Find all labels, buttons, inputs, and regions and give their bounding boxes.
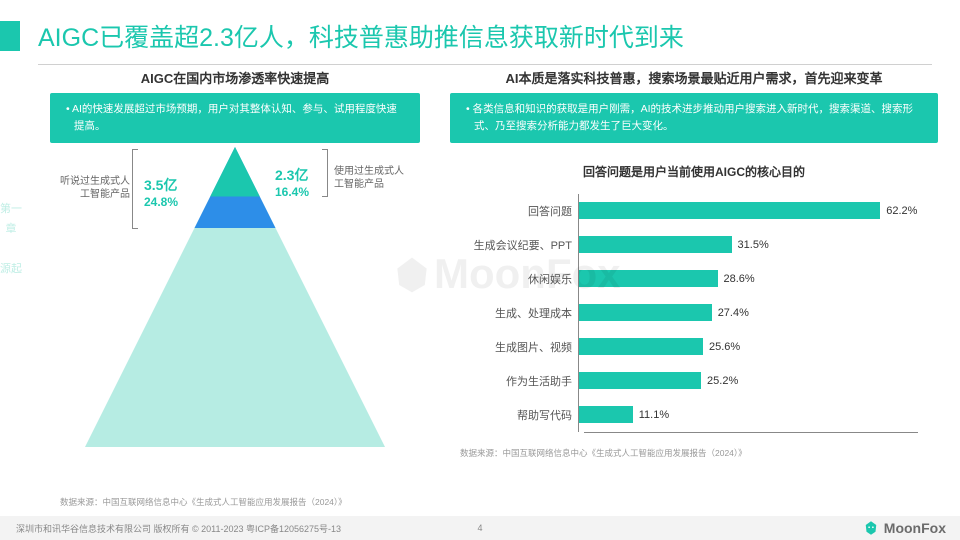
- bar-value: 25.2%: [707, 375, 738, 387]
- bar-label: 生成会议纪要、PPT: [460, 237, 578, 253]
- moonfox-logo: MoonFox: [862, 519, 946, 537]
- left-column: AIGC在国内市场渗透率快速提高 • AI的快速发展超过市场预期，用户对其整体认…: [50, 68, 420, 508]
- header-accent-bar: [0, 21, 20, 51]
- slide-footer: 深圳市和讯华谷信息技术有限公司 版权所有 © 2011-2023 粤ICP备12…: [0, 516, 960, 540]
- left-desc-text: • AI的快速发展超过市场预期，用户对其整体认知、参与、试用程度快速提高。: [64, 101, 406, 135]
- left-source: 数据来源：中国互联网络信息中心《生成式人工智能应用发展报告（2024）》: [50, 496, 420, 508]
- bar-value: 62.2%: [886, 205, 917, 217]
- slide-header: AIGC已覆盖超2.3亿人，科技普惠助推信息获取新时代到来: [0, 0, 960, 54]
- bracket-top: [322, 149, 328, 197]
- bar: [579, 372, 701, 389]
- bar-label: 作为生活助手: [460, 373, 578, 389]
- content-area: AIGC在国内市场渗透率快速提高 • AI的快速发展超过市场预期，用户对其整体认…: [50, 68, 938, 508]
- bar: [579, 236, 732, 253]
- bar: [579, 406, 633, 423]
- bar-track: 31.5%: [578, 228, 918, 262]
- fox-icon: [862, 519, 880, 537]
- bar-axis: [584, 432, 918, 433]
- pyramid-chart: 2.3亿 16.4% 使用过生成式人工智能产品 听说过生成式人工智能产品 3.5…: [50, 147, 420, 482]
- bar-value: 11.1%: [639, 409, 669, 421]
- bar-track: 25.6%: [578, 330, 918, 364]
- bar-track: 11.1%: [578, 398, 918, 432]
- right-subtitle: AI本质是落实科技普惠，搜索场景最贴近用户需求，首先迎来变革: [450, 68, 938, 87]
- bar-row: 生成、处理成本 27.4%: [460, 296, 918, 330]
- bracket-mid: [132, 149, 138, 229]
- left-desc-box: • AI的快速发展超过市场预期，用户对其整体认知、参与、试用程度快速提高。: [50, 93, 420, 143]
- bar-row: 回答问题 62.2%: [460, 194, 918, 228]
- page-number: 4: [477, 523, 482, 533]
- right-column: AI本质是落实科技普惠，搜索场景最贴近用户需求，首先迎来变革 • 各类信息和知识…: [450, 68, 938, 508]
- chapter-label: 第一章: [0, 200, 22, 240]
- right-desc-box: • 各类信息和知识的获取是用户刚需，AI的技术进步推动用户搜索进入新时代，搜索渠…: [450, 93, 938, 143]
- bar-label: 帮助写代码: [460, 407, 578, 423]
- copyright-text: 深圳市和讯华谷信息技术有限公司 版权所有 © 2011-2023 粤ICP备12…: [16, 522, 341, 535]
- bar-row: 生成会议纪要、PPT 31.5%: [460, 228, 918, 262]
- bar-label: 休闲娱乐: [460, 271, 578, 287]
- pyramid-mid-label: 听说过生成式人工智能产品: [56, 175, 130, 201]
- bar-track: 62.2%: [578, 194, 918, 228]
- bar-row: 帮助写代码 11.1%: [460, 398, 918, 432]
- pyramid-mid-values: 3.5亿 24.8%: [144, 175, 178, 209]
- header-underline: [38, 64, 932, 65]
- section-label: 源起: [0, 260, 22, 280]
- bar: [579, 304, 712, 321]
- left-subtitle: AIGC在国内市场渗透率快速提高: [50, 68, 420, 87]
- bar-label: 回答问题: [460, 203, 578, 219]
- pyramid-top-label: 使用过生成式人工智能产品: [334, 165, 404, 191]
- bar-chart: 回答问题 62.2% 生成会议纪要、PPT 31.5% 休闲娱乐 28.6% 生成、处理成本…: [450, 194, 938, 433]
- bar-label: 生成图片、视频: [460, 339, 578, 355]
- bar-row: 休闲娱乐 28.6%: [460, 262, 918, 296]
- bar-value: 27.4%: [718, 307, 749, 319]
- chapter-sidebar: 第一章 源起: [0, 200, 22, 279]
- right-source: 数据来源：中国互联网络信息中心《生成式人工智能应用发展报告（2024）》: [450, 447, 938, 459]
- right-desc-text: • 各类信息和知识的获取是用户刚需，AI的技术进步推动用户搜索进入新时代，搜索渠…: [464, 101, 924, 135]
- bar-track: 25.2%: [578, 364, 918, 398]
- bar: [579, 202, 880, 219]
- bar: [579, 338, 703, 355]
- bar: [579, 270, 718, 287]
- bar-track: 27.4%: [578, 296, 918, 330]
- bar-row: 作为生活助手 25.2%: [460, 364, 918, 398]
- bar-track: 28.6%: [578, 262, 918, 296]
- bar-value: 28.6%: [724, 273, 755, 285]
- bar-label: 生成、处理成本: [460, 305, 578, 321]
- bar-row: 生成图片、视频 25.6%: [460, 330, 918, 364]
- bar-chart-title: 回答问题是用户当前使用AIGC的核心目的: [450, 163, 938, 180]
- slide-title: AIGC已覆盖超2.3亿人，科技普惠助推信息获取新时代到来: [38, 18, 684, 54]
- bar-value: 25.6%: [709, 341, 740, 353]
- bar-value: 31.5%: [738, 239, 769, 251]
